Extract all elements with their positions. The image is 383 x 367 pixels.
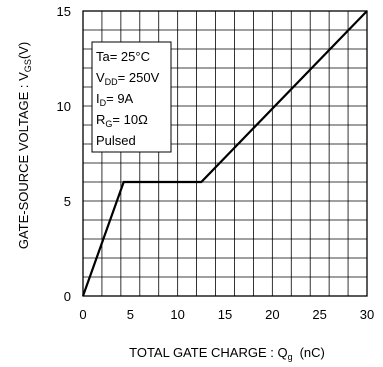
condition-value: = 250V [118,70,160,85]
test-conditions-box-frame [91,41,172,153]
y-tick-label: 10 [57,99,71,114]
condition-main: Ta= 25°C [96,49,150,64]
x-tick-label: 0 [79,307,86,322]
condition-value: = 10Ω [112,112,148,127]
y-tick-label: 15 [57,4,71,19]
x-axis-title: TOTAL GATE CHARGE : Qg (nC) [129,345,325,362]
condition-main: I [96,91,100,106]
x-tick-label: 25 [312,307,326,322]
condition-main: V [96,70,105,85]
condition-line: RG= 10Ω [96,112,148,129]
y-tick-label: 0 [64,289,71,304]
condition-main: Pulsed [96,133,136,148]
x-tick-label: 10 [170,307,184,322]
x-tick-label: 20 [265,307,279,322]
condition-sub: DD [105,77,118,87]
x-axis-title-main: TOTAL GATE CHARGE : Q [129,345,287,360]
x-axis-title-unit: (nC) [300,345,325,360]
condition-line: VDD= 250V [96,70,160,87]
plot-frame [82,10,368,297]
condition-main: R [96,112,105,127]
series-line [81,10,368,297]
y-axis-title-sub: GS [23,59,33,72]
y-axis-title: GATE-SOURCE VOLTAGE : VGS(V) [16,42,33,249]
y-axis-title-main: GATE-SOURCE VOLTAGE : V [16,72,31,249]
x-tick-label: 15 [218,307,232,322]
grid [83,11,367,296]
condition-sub: G [105,119,112,129]
y-tick-labels: 0 5 10 15 [57,4,71,304]
x-tick-labels: 0 5 10 15 20 25 30 [79,307,374,322]
x-tick-label: 30 [360,307,374,322]
x-tick-label: 5 [127,307,134,322]
condition-line: Pulsed [96,133,136,148]
condition-line: ID= 9A [96,91,134,108]
condition-value: = 9A [106,91,133,106]
y-tick-label: 5 [64,194,71,209]
condition-line: Ta= 25°C [96,49,150,64]
condition-sub: D [100,98,107,108]
y-axis-title-unit: (V) [16,42,31,59]
x-axis-title-sub: g [288,352,293,362]
